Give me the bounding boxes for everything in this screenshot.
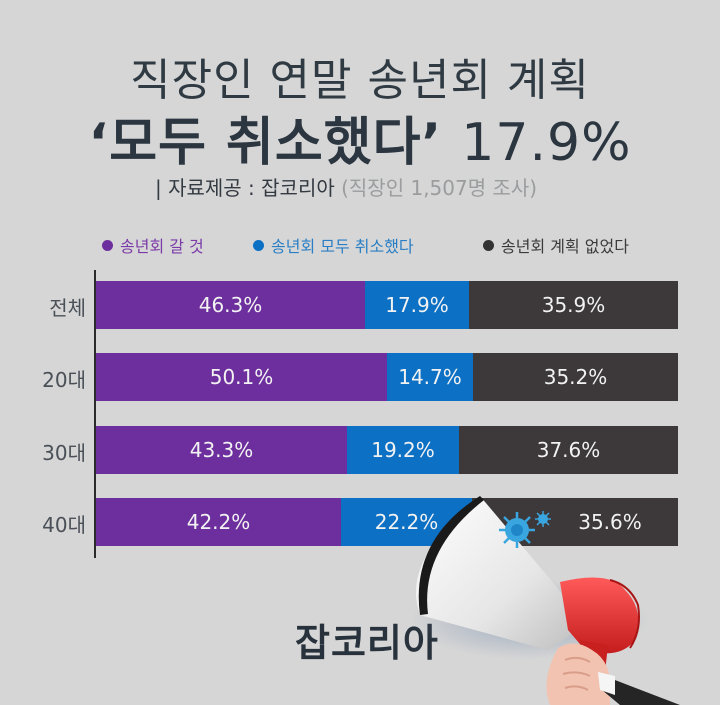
bar-segment-attend: 43.3% [96, 426, 347, 474]
page-title-line2: ‘모두 취소했다’ 17.9% [0, 100, 720, 175]
legend-label: 송년회 계획 없었다 [501, 237, 629, 256]
virus-icon [499, 512, 535, 548]
bar-segment-cancelled: 14.7% [387, 353, 473, 401]
bar-segment-no-plan: 35.2% [473, 353, 678, 401]
category-label: 20대 [42, 368, 86, 392]
legend-label: 송년회 갈 것 [120, 237, 204, 256]
bar-row-40s: 42.2% 22.2% 35.6% [96, 498, 678, 546]
bar-row-20s: 50.1% 14.7% 35.2% [96, 353, 678, 401]
title-headline-value: 17.9% [461, 113, 632, 173]
bar-row-30s: 43.3% 19.2% 37.6% [96, 426, 678, 474]
category-label: 전체 [49, 296, 86, 320]
bar-row-total: 46.3% 17.9% 35.9% [96, 281, 678, 329]
legend-item-attend: 송년회 갈 것 [102, 233, 204, 257]
bar-segment-no-plan: 35.9% [469, 281, 678, 329]
bar-segment-cancelled: 19.2% [347, 426, 459, 474]
legend-item-cancelled: 송년회 모두 취소했다 [253, 233, 414, 257]
bar-segment-no-plan: 37.6% [459, 426, 678, 474]
bar-segment-no-plan: 35.6% [472, 498, 678, 546]
legend-dot-purple-icon [102, 239, 113, 251]
source-note: (직장인 1,507명 조사) [341, 176, 538, 200]
page-title-line1: 직장인 연말 송년회 계획 [130, 55, 590, 106]
legend-label: 송년회 모두 취소했다 [271, 237, 414, 256]
category-label: 30대 [42, 441, 86, 465]
chart-axis-line [94, 270, 96, 558]
source-line: | 자료제공 : 잡코리아 (직장인 1,507명 조사) [155, 172, 537, 201]
source-label: | 자료제공 : 잡코리아 [155, 176, 335, 200]
bar-segment-attend: 46.3% [96, 281, 365, 329]
bar-segment-attend: 42.2% [96, 498, 341, 546]
bar-segment-attend: 50.1% [96, 353, 387, 401]
title-quote: ‘모두 취소했다’ [88, 113, 443, 173]
category-label: 40대 [42, 513, 86, 537]
legend-dot-dark-icon [483, 239, 494, 251]
legend-item-no-plan: 송년회 계획 없었다 [483, 233, 629, 257]
bar-segment-cancelled: 17.9% [365, 281, 469, 329]
virus-icon [535, 511, 551, 527]
legend-dot-blue-icon [253, 239, 264, 251]
megaphone-icon [410, 496, 680, 705]
